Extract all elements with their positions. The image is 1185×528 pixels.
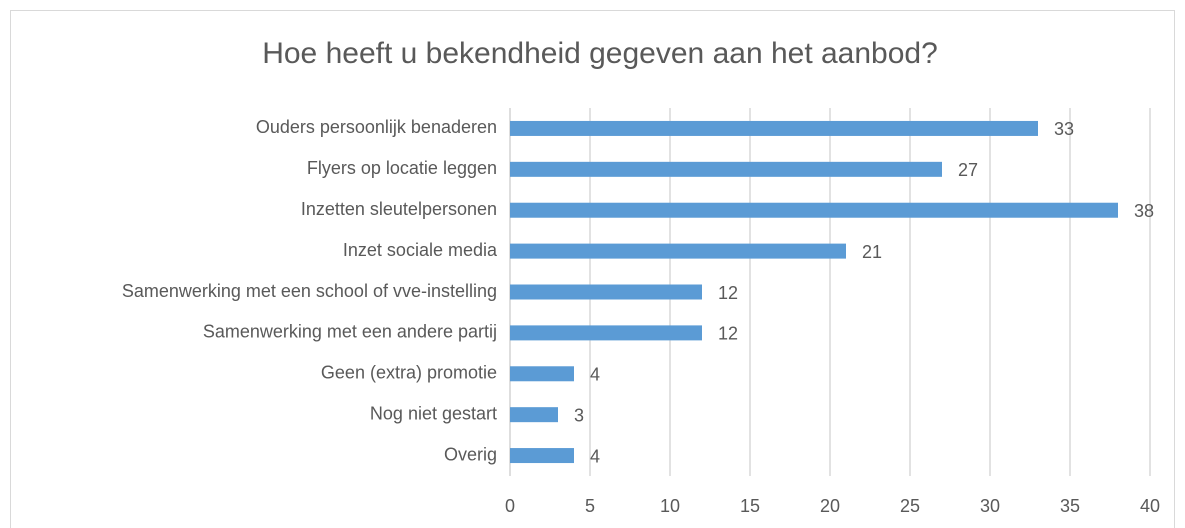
bar (510, 325, 702, 341)
x-tick-label: 0 (505, 496, 515, 516)
y-tick-label: Geen (extra) promotie (321, 363, 497, 383)
data-label: 4 (590, 446, 600, 466)
y-tick-label: Samenwerking met een school of vve-inste… (122, 281, 497, 301)
x-tick-label: 10 (660, 496, 680, 516)
x-tick-label: 25 (900, 496, 920, 516)
data-label: 4 (590, 365, 600, 385)
data-label: 3 (574, 405, 584, 425)
chart-border (10, 10, 1175, 528)
data-label: 38 (1134, 201, 1154, 221)
x-tick-label: 5 (585, 496, 595, 516)
bar (510, 284, 702, 300)
y-tick-label: Inzetten sleutelpersonen (301, 199, 497, 219)
bar (510, 120, 1038, 136)
data-label: 21 (862, 242, 882, 262)
bar (510, 407, 558, 423)
y-tick-label: Ouders persoonlijk benaderen (256, 117, 497, 137)
data-label: 12 (718, 324, 738, 344)
data-label: 12 (718, 283, 738, 303)
x-tick-label: 15 (740, 496, 760, 516)
chart-title: Hoe heeft u bekendheid gegeven aan het a… (262, 37, 938, 70)
x-tick-label: 35 (1060, 496, 1080, 516)
x-tick-label: 20 (820, 496, 840, 516)
x-tick-label: 30 (980, 496, 1000, 516)
data-label: 33 (1054, 119, 1074, 139)
y-tick-label: Samenwerking met een andere partij (203, 322, 497, 342)
x-tick-label: 40 (1140, 496, 1160, 516)
bar (510, 243, 846, 259)
y-tick-label: Nog niet gestart (370, 403, 497, 423)
y-tick-label: Flyers op locatie leggen (307, 158, 497, 178)
y-tick-label: Overig (444, 444, 497, 464)
bar (510, 448, 574, 464)
bar (510, 161, 942, 177)
data-label: 27 (958, 160, 978, 180)
y-tick-label: Inzet sociale media (343, 240, 498, 260)
bar (510, 202, 1118, 218)
bar (510, 366, 574, 382)
